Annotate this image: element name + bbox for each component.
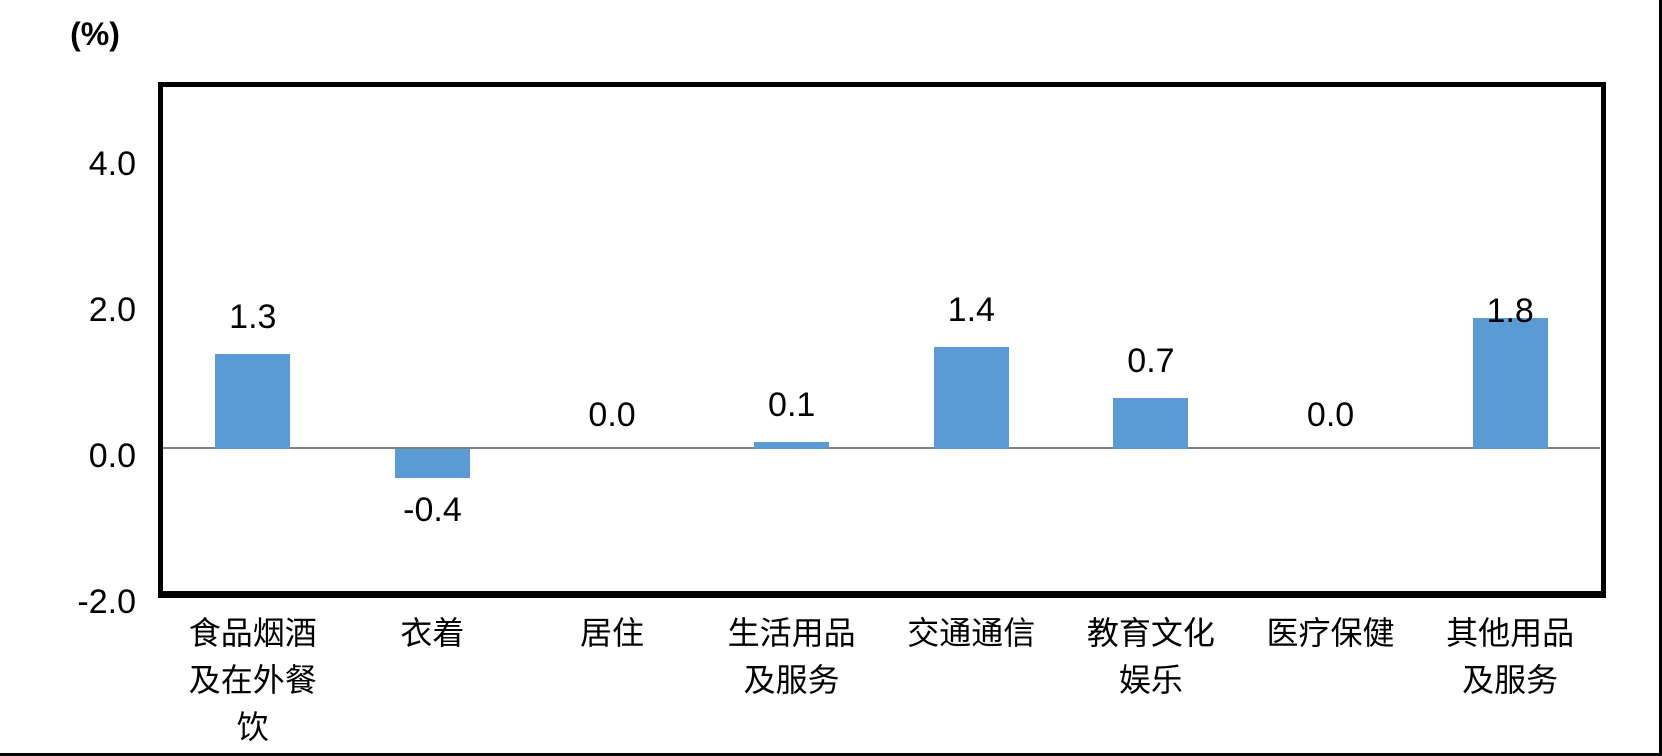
value-label: 0.0 [1306, 396, 1355, 434]
bar [394, 449, 470, 479]
x-category-label: 教育文化 娱乐 [1086, 615, 1215, 698]
value-label: 1.8 [1486, 291, 1534, 330]
page-edge-line-right [1659, 0, 1662, 756]
value-label: 0.0 [588, 396, 636, 434]
y-axis-unit-label: (%) [70, 16, 120, 52]
y-tick-label: 4.0 [88, 145, 136, 183]
y-tick-label: 0.0 [88, 437, 136, 475]
value-label: 1.3 [229, 298, 277, 337]
x-category-label: 交通通信 [907, 615, 1036, 651]
page-edge-line-bottom [0, 753, 1662, 756]
value-label: 0.1 [768, 385, 816, 424]
bar [1113, 397, 1189, 449]
x-category-label: 医疗保健 [1266, 615, 1395, 651]
y-tick-label: -2.0 [77, 583, 136, 621]
x-category-label: 食品烟酒 及在外餐 饮 [188, 615, 317, 745]
x-category-label: 衣着 [400, 615, 465, 651]
value-label: -0.4 [403, 491, 462, 530]
bar [933, 346, 1009, 449]
y-tick-label: 2.0 [88, 291, 136, 329]
bar [754, 441, 830, 449]
x-category-label: 生活用品 及服务 [727, 615, 856, 698]
zero-gridline [163, 447, 1600, 449]
plot-area-border [158, 82, 1606, 598]
value-label: 0.7 [1127, 341, 1175, 380]
bar [215, 354, 291, 449]
x-category-label: 居住 [580, 615, 645, 651]
value-label: 1.4 [947, 290, 995, 329]
x-category-label: 其他用品 及服务 [1446, 615, 1575, 698]
bar [1472, 317, 1548, 449]
